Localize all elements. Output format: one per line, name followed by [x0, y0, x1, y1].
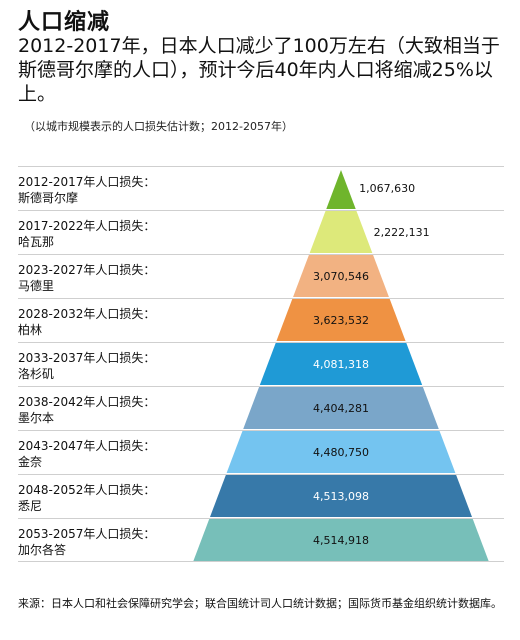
category-period: 2038-2042年人口损失： — [18, 395, 156, 409]
category-city: 哈瓦那 — [18, 235, 55, 249]
pyramid-segment — [326, 170, 356, 209]
category-city: 金奈 — [18, 455, 43, 469]
category-period: 2048-2052年人口损失： — [18, 483, 156, 497]
category-label: 2017-2022年人口损失： 哈瓦那 — [18, 218, 188, 250]
data-label: 4,404,281 — [313, 402, 369, 415]
chart-subtitle: 2012-2017年，日本人口减少了100万左右（大致相当于斯德哥尔摩的人口），… — [18, 35, 500, 105]
category-period: 2033-2037年人口损失： — [18, 351, 156, 365]
category-city: 马德里 — [18, 279, 55, 293]
category-period: 2028-2032年人口损失： — [18, 307, 156, 321]
pyramid-segment — [276, 299, 406, 341]
data-label: 4,081,318 — [313, 358, 369, 371]
category-label: 2048-2052年人口损失： 悉尼 — [18, 482, 188, 514]
chart-row: 2038-2042年人口损失： 墨尔本 — [18, 386, 504, 430]
category-label: 2053-2057年人口损失： 加尔各答 — [18, 526, 188, 558]
pyramid-segment — [309, 211, 373, 253]
pyramid-segment — [193, 519, 489, 561]
category-period: 2023-2027年人口损失： — [18, 263, 156, 277]
chart-row: 2033-2037年人口损失： 洛杉矶 — [18, 342, 504, 386]
source-note: 来源：日本人口和社会保障研究学会；联合国统计司人口统计数据；国际货币基金组织统计… — [18, 597, 502, 610]
pyramid-segment — [209, 475, 473, 517]
category-city: 斯德哥尔摩 — [18, 191, 79, 205]
category-label: 2043-2047年人口损失： 金奈 — [18, 438, 188, 470]
data-label: 3,070,546 — [313, 270, 369, 283]
category-city: 加尔各答 — [18, 543, 67, 557]
category-label: 2038-2042年人口损失： 墨尔本 — [18, 394, 188, 426]
category-label: 2033-2037年人口损失： 洛杉矶 — [18, 350, 188, 382]
category-period: 2012-2017年人口损失： — [18, 175, 156, 189]
category-period: 2053-2057年人口损失： — [18, 527, 156, 541]
category-label: 2028-2032年人口损失： 柏林 — [18, 306, 188, 338]
pyramid-chart: 1,067,630 2,222,131 3,070,546 3,623,532 4,08… — [18, 170, 504, 562]
category-period: 2017-2022年人口损失： — [18, 219, 156, 233]
chart-row: 2017-2022年人口损失： 哈瓦那 — [18, 210, 504, 254]
data-label: 4,513,098 — [313, 490, 369, 503]
category-period: 2043-2047年人口损失： — [18, 439, 156, 453]
pyramid-segment — [243, 387, 439, 429]
data-label: 3,623,532 — [313, 314, 369, 327]
data-label: 1,067,630 — [359, 182, 415, 195]
chart-note: （以城市规模表示的人口损失估计数；2012-2057年） — [24, 120, 293, 133]
chart-title: 人口缩减 — [18, 10, 111, 35]
chart-row: 2012-2017年人口损失： 斯德哥尔摩 — [18, 166, 504, 210]
category-city: 洛杉矶 — [18, 367, 55, 381]
chart-row: 2023-2027年人口损失： 马德里 — [18, 254, 504, 298]
chart-row: 2053-2057年人口损失： 加尔各答 — [18, 518, 504, 562]
category-city: 柏林 — [18, 323, 43, 337]
pyramid-segment — [259, 343, 423, 385]
category-label: 2023-2027年人口损失： 马德里 — [18, 262, 188, 294]
category-label: 2012-2017年人口损失： 斯德哥尔摩 — [18, 174, 188, 206]
category-city: 悉尼 — [18, 499, 43, 513]
pyramid-segment — [226, 431, 456, 473]
data-label: 2,222,131 — [374, 226, 430, 239]
chart-row: 2028-2032年人口损失： 柏林 — [18, 298, 504, 342]
category-city: 墨尔本 — [18, 411, 55, 425]
data-label: 4,514,918 — [313, 534, 369, 547]
data-label: 4,480,750 — [313, 446, 369, 459]
chart-row: 2043-2047年人口损失： 金奈 — [18, 430, 504, 474]
pyramid-segment — [293, 255, 389, 297]
chart-row: 2048-2052年人口损失： 悉尼 — [18, 474, 504, 518]
